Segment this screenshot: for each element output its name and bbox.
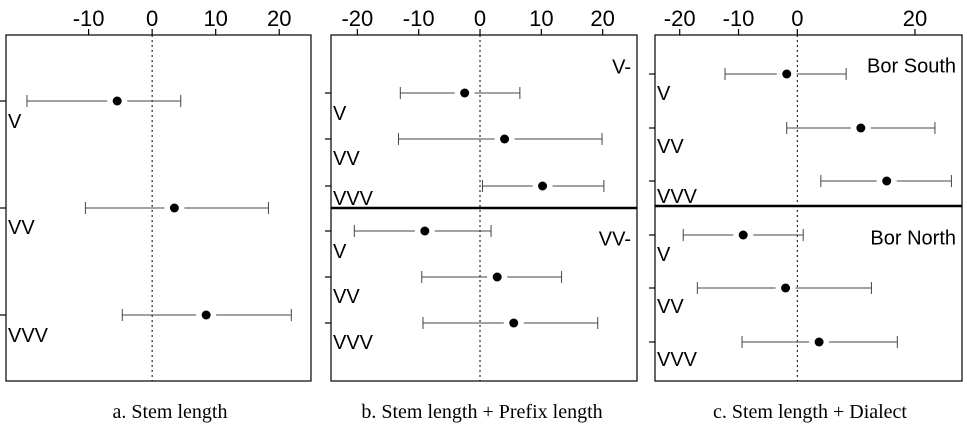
x-tick-label: -10: [73, 6, 105, 31]
category-label: V: [8, 111, 22, 133]
point-estimate: [201, 310, 211, 320]
x-tick-label: 10: [203, 6, 227, 31]
point-estimate: [420, 226, 430, 236]
x-tick-label: 0: [791, 6, 803, 31]
category-label: V: [333, 241, 347, 263]
x-tick-label: -10: [723, 6, 755, 31]
category-label: VV: [333, 148, 360, 170]
x-tick-label: 0: [474, 6, 486, 31]
category-label: VV: [657, 296, 684, 318]
point-estimate: [738, 230, 748, 240]
point-estimate: [882, 176, 892, 186]
category-label: VVV: [657, 186, 698, 208]
category-label: VV: [333, 286, 360, 308]
point-estimate: [782, 69, 792, 79]
x-tick-label: -20: [341, 6, 373, 31]
panel-caption: a. Stem length: [113, 401, 228, 423]
category-label: VVV: [333, 188, 374, 210]
x-tick-label: 10: [529, 6, 553, 31]
category-label: V: [333, 103, 347, 125]
category-label: VV: [8, 217, 35, 239]
facet-label: VV-: [599, 229, 631, 251]
category-label: V: [657, 83, 671, 105]
category-label: V: [657, 244, 671, 266]
x-tick-label: 20: [903, 6, 927, 31]
point-estimate: [169, 203, 179, 213]
category-label: VVV: [8, 325, 49, 347]
point-estimate: [856, 123, 866, 133]
x-tick-label: 20: [590, 6, 614, 31]
point-estimate: [781, 283, 791, 293]
facet-label: V-: [612, 57, 631, 79]
point-estimate: [460, 88, 470, 98]
facet-label: Bor North: [870, 228, 956, 250]
x-tick-label: -10: [403, 6, 435, 31]
x-tick-label: -20: [664, 6, 696, 31]
point-estimate: [500, 134, 510, 144]
facet-label: Bor South: [867, 56, 956, 78]
panel-frame: [654, 34, 963, 382]
category-label: VVV: [657, 349, 698, 371]
x-tick-label: 20: [267, 6, 291, 31]
category-label: VV: [657, 136, 684, 158]
category-label: VVV: [333, 332, 374, 354]
panel-caption: c. Stem length + Dialect: [713, 401, 907, 423]
point-estimate: [492, 272, 502, 282]
x-tick-label: 0: [146, 6, 158, 31]
point-estimate: [538, 181, 548, 191]
panel-caption: b. Stem length + Prefix length: [361, 401, 602, 423]
point-estimate: [509, 318, 519, 328]
point-estimate: [814, 337, 824, 347]
point-estimate: [112, 96, 122, 106]
